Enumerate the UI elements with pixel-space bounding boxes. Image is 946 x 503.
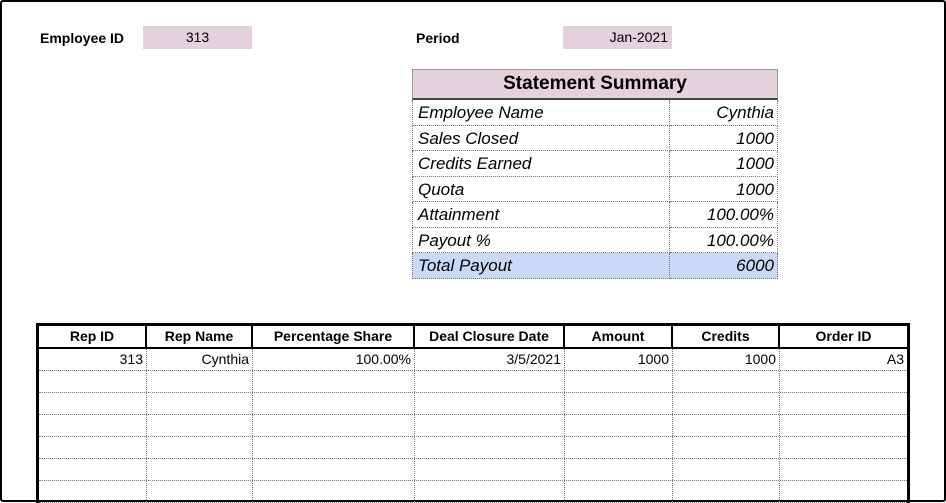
table-cell[interactable] — [39, 371, 147, 392]
table-row — [39, 415, 907, 437]
table-cell[interactable] — [780, 415, 907, 436]
table-cell[interactable] — [39, 415, 147, 436]
column-header[interactable]: Rep Name — [147, 326, 253, 347]
table-cell[interactable] — [780, 371, 907, 392]
table-cell[interactable] — [415, 459, 565, 480]
table-cell[interactable] — [780, 481, 907, 502]
table-row — [39, 393, 907, 415]
table-cell[interactable]: 100.00% — [253, 349, 415, 370]
table-cell[interactable] — [565, 481, 673, 502]
column-header[interactable]: Rep ID — [39, 326, 147, 347]
table-cell[interactable] — [147, 437, 253, 458]
column-header[interactable]: Order ID — [815, 328, 872, 344]
table-cell[interactable] — [147, 393, 253, 414]
summary-row[interactable]: Quota 1000 — [412, 176, 778, 202]
summary-title: Statement Summary — [412, 69, 778, 100]
employee-id-cell[interactable]: 313 — [143, 26, 252, 49]
summary-value: 1000 — [670, 125, 778, 151]
table-cell[interactable] — [415, 481, 565, 502]
table-cell[interactable] — [673, 415, 780, 436]
table-cell[interactable] — [780, 459, 907, 480]
table-cell[interactable] — [39, 393, 147, 414]
table-cell[interactable] — [673, 437, 780, 458]
table-cell[interactable] — [39, 437, 147, 458]
table-cell[interactable] — [673, 393, 780, 414]
summary-label: Employee Name — [412, 100, 670, 126]
table-cell[interactable]: 3/5/2021 — [415, 349, 565, 370]
table-cell[interactable] — [253, 459, 415, 480]
summary-row[interactable]: Credits Earned 1000 — [412, 151, 778, 177]
table-cell[interactable] — [39, 481, 147, 502]
table-cell[interactable] — [565, 437, 673, 458]
column-header[interactable]: Percentage Share — [253, 326, 415, 347]
table-cell[interactable] — [253, 371, 415, 392]
summary-label: Credits Earned — [412, 151, 670, 177]
table-cell[interactable]: 1000 — [565, 349, 673, 370]
summary-value: 100.00% — [670, 202, 778, 228]
table-row: 313 Cynthia 100.00% 3/5/2021 1000 1000 A3 — [39, 349, 907, 371]
summary-label: Quota — [412, 176, 670, 202]
table-cell[interactable]: 313 — [39, 349, 147, 370]
table-cell[interactable] — [415, 393, 565, 414]
table-cell[interactable] — [673, 371, 780, 392]
table-cell[interactable] — [780, 437, 907, 458]
summary-label: Attainment — [412, 202, 670, 228]
column-header[interactable]: Amount — [565, 326, 673, 347]
table-cell[interactable] — [253, 393, 415, 414]
table-cell[interactable] — [253, 415, 415, 436]
summary-value: 1000 — [670, 176, 778, 202]
table-cell[interactable] — [253, 437, 415, 458]
summary-label: Total Payout — [412, 253, 670, 279]
table-cell[interactable] — [565, 459, 673, 480]
summary-row[interactable]: Payout % 100.00% — [412, 227, 778, 253]
table-cell[interactable] — [673, 481, 780, 502]
summary-value: 1000 — [670, 151, 778, 177]
employee-id-label: Employee ID — [40, 30, 125, 46]
summary-row[interactable]: Sales Closed 1000 — [412, 125, 778, 151]
table-cell[interactable] — [253, 481, 415, 502]
deals-table: Rep ID Rep Name Percentage Share Deal Closu… — [36, 323, 910, 503]
table-cell[interactable] — [415, 371, 565, 392]
table-cell[interactable] — [147, 481, 253, 502]
column-header[interactable]: Credits — [673, 326, 780, 347]
table-cell[interactable] — [39, 459, 147, 480]
statement-summary: Statement Summary Employee Name Cynthia Sa… — [412, 69, 778, 279]
table-row — [39, 437, 907, 459]
summary-row-total-payout[interactable]: Total Payout 6000 — [412, 253, 778, 279]
summary-row[interactable]: Employee Name Cynthia — [412, 100, 778, 126]
table-row — [39, 459, 907, 481]
table-cell[interactable]: 1000 — [673, 349, 780, 370]
table-cell[interactable] — [415, 437, 565, 458]
column-header[interactable]: Deal Closure Date — [415, 326, 565, 347]
table-cell[interactable]: A3 — [886, 351, 904, 367]
period-label: Period — [416, 30, 460, 46]
table-row — [39, 481, 907, 503]
table-cell[interactable]: Cynthia — [147, 349, 253, 370]
summary-label: Sales Closed — [412, 125, 670, 151]
table-cell[interactable] — [147, 371, 253, 392]
table-cell[interactable] — [565, 393, 673, 414]
table-cell[interactable] — [565, 415, 673, 436]
summary-label: Payout % — [412, 227, 670, 253]
period-cell[interactable]: Jan-2021 — [563, 26, 672, 49]
table-row — [39, 371, 907, 393]
table-cell[interactable] — [780, 393, 907, 414]
table-cell[interactable] — [147, 415, 253, 436]
table-header: Rep ID Rep Name Percentage Share Deal Closu… — [39, 326, 907, 349]
table-cell[interactable] — [147, 459, 253, 480]
table-cell[interactable] — [673, 459, 780, 480]
summary-value: 6000 — [670, 253, 778, 279]
summary-value: Cynthia — [670, 100, 778, 126]
table-cell[interactable] — [415, 415, 565, 436]
summary-value: 100.00% — [670, 227, 778, 253]
table-cell[interactable] — [565, 371, 673, 392]
summary-row[interactable]: Attainment 100.00% — [412, 202, 778, 228]
